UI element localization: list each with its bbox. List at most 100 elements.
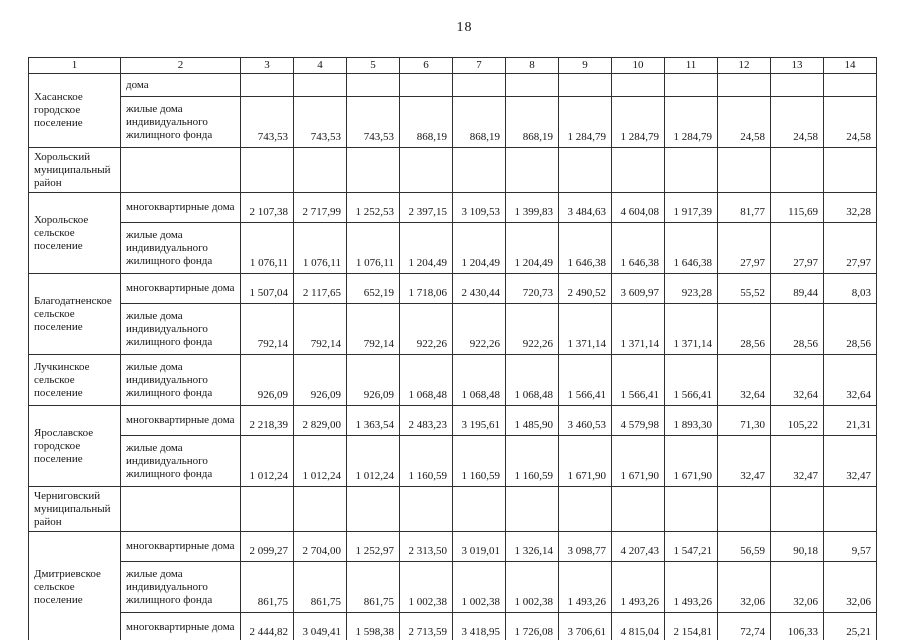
value-cell: 2 717,99 [293,192,347,223]
value-cell: 1 485,90 [505,405,559,436]
value-cell: 24,58 [823,96,877,148]
value-cell: 922,26 [399,303,453,355]
value-cell: 792,14 [240,303,294,355]
value-cell: 868,19 [399,96,453,148]
value-cell [611,147,665,193]
value-cell: 1 204,49 [452,222,506,274]
value-cell: 32,64 [770,354,824,406]
value-cell: 27,97 [770,222,824,274]
value-cell: 1 284,79 [558,96,612,148]
value-cell: 4 815,04 [611,612,665,640]
value-cell: 4 207,43 [611,531,665,562]
value-cell: 1 646,38 [558,222,612,274]
value-cell: 1 204,49 [399,222,453,274]
value-cell: 1 566,41 [558,354,612,406]
category-cell: жилые дома индивидуального жилищного фон… [120,96,241,148]
value-cell: 1 371,14 [558,303,612,355]
value-cell [452,147,506,193]
value-cell: 115,69 [770,192,824,223]
value-cell [770,73,824,97]
table-row: многоквартирные дома 2 444,82 3 049,41 1 59… [29,612,877,640]
value-cell: 861,75 [240,561,294,613]
value-cell: 1 399,83 [505,192,559,223]
value-cell: 1 002,38 [399,561,453,613]
value-cell: 652,19 [346,273,400,304]
value-cell: 861,75 [346,561,400,613]
value-cell: 3 109,53 [452,192,506,223]
category-cell [120,486,241,532]
value-cell: 2 490,52 [558,273,612,304]
value-cell [717,147,771,193]
value-cell: 9,57 [823,531,877,562]
value-cell: 2 704,00 [293,531,347,562]
value-cell: 32,47 [717,435,771,487]
value-cell: 792,14 [293,303,347,355]
value-cell: 2 483,23 [399,405,453,436]
column-number-12: 12 [717,57,771,74]
value-cell: 1 204,49 [505,222,559,274]
value-cell: 1 493,26 [664,561,718,613]
value-cell: 3 706,61 [558,612,612,640]
value-cell: 1 671,90 [558,435,612,487]
value-cell: 1 012,24 [240,435,294,487]
value-cell [346,147,400,193]
value-cell: 3 195,61 [452,405,506,436]
category-cell: многоквартирные дома [120,273,241,304]
value-cell [293,147,347,193]
value-cell: 1 371,14 [611,303,665,355]
territory-cell: Дмитриевское сельское поселение [28,531,121,640]
value-cell: 1 371,14 [664,303,718,355]
value-cell: 32,06 [717,561,771,613]
page-number: 18 [456,20,473,35]
value-cell: 56,59 [717,531,771,562]
category-cell: жилые дома индивидуального жилищного фон… [120,222,241,274]
value-cell: 1 326,14 [505,531,559,562]
column-number-14: 14 [823,57,877,74]
value-cell: 1 671,90 [611,435,665,487]
value-cell: 926,09 [346,354,400,406]
column-number-10: 10 [611,57,665,74]
value-cell: 1 726,08 [505,612,559,640]
value-cell [770,147,824,193]
value-cell: 1 493,26 [558,561,612,613]
value-cell [717,73,771,97]
table-row: Ярославское городское поселение многоквар… [28,405,877,487]
value-cell [611,486,665,532]
value-cell: 2 117,65 [293,273,347,304]
table-row: жилые дома индивидуального жилищного фон… [29,96,877,148]
value-cell [293,73,347,97]
value-cell: 1 671,90 [664,435,718,487]
value-cell [664,486,718,532]
column-number-6: 6 [399,57,453,74]
value-cell [664,147,718,193]
value-cell: 926,09 [240,354,294,406]
value-cell: 55,52 [717,273,771,304]
value-cell: 32,64 [823,354,877,406]
value-cell: 32,06 [823,561,877,613]
value-cell: 1 012,24 [346,435,400,487]
column-number-13: 13 [770,57,824,74]
value-cell: 1 646,38 [611,222,665,274]
value-cell: 24,58 [770,96,824,148]
value-cell [664,73,718,97]
category-cell: многоквартирные дома [120,612,241,640]
value-cell: 1 284,79 [611,96,665,148]
value-cell: 2 713,59 [399,612,453,640]
value-cell: 2 154,81 [664,612,718,640]
value-cell [558,73,612,97]
value-cell [611,73,665,97]
category-cell: жилые дома индивидуального жилищного фон… [120,303,241,355]
value-cell: 926,09 [293,354,347,406]
header-row: 1 2 3 4 5 6 7 8 9 10 11 12 13 14 [28,57,877,74]
value-cell: 1 076,11 [346,222,400,274]
value-cell: 1 076,11 [293,222,347,274]
value-cell: 89,44 [770,273,824,304]
value-cell: 1 893,30 [664,405,718,436]
value-cell [240,73,294,97]
value-cell: 106,33 [770,612,824,640]
value-cell: 32,47 [823,435,877,487]
value-cell [823,147,877,193]
value-cell: 1 160,59 [505,435,559,487]
value-cell: 1 160,59 [399,435,453,487]
